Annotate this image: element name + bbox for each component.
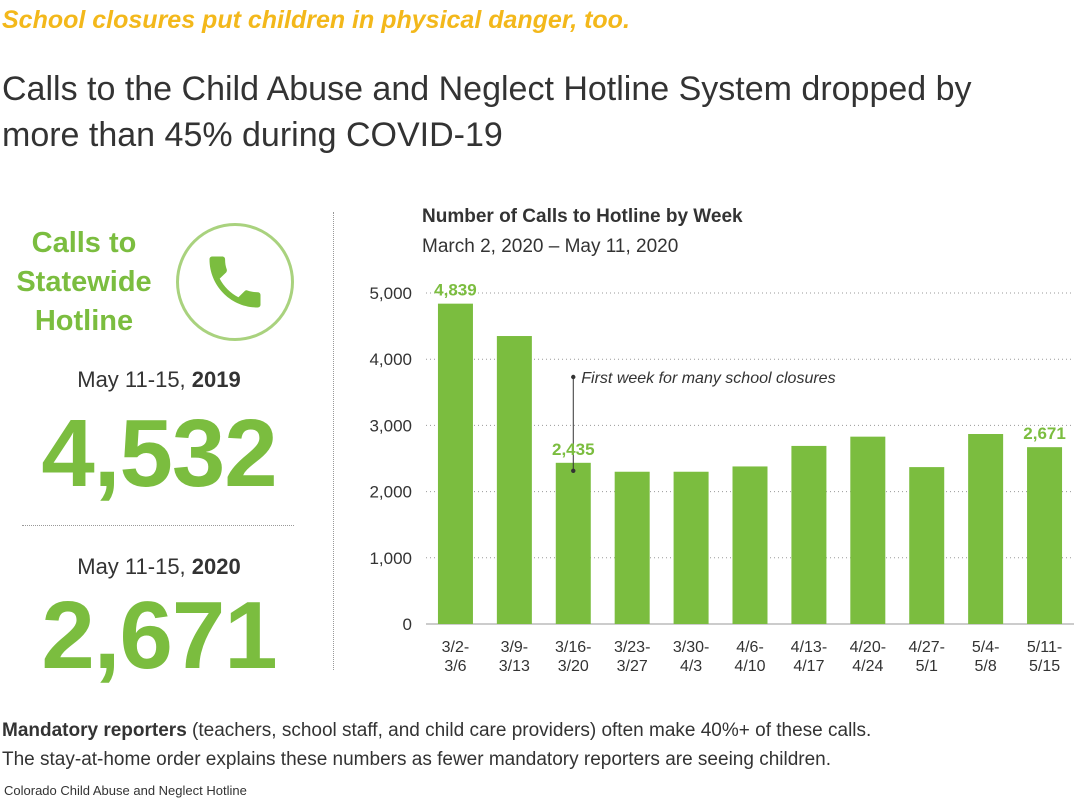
data-label: 2,671 bbox=[1023, 424, 1066, 443]
y-tick-label: 5,000 bbox=[369, 284, 412, 303]
y-tick-label: 3,000 bbox=[369, 416, 412, 435]
panel-title-line: Hotline bbox=[34, 305, 134, 337]
section-divider bbox=[333, 212, 334, 670]
left-panel: Calls to Statewide Hotline May 11-15, 20… bbox=[0, 210, 330, 684]
x-tick-label: 3/30-4/3 bbox=[673, 639, 709, 675]
bar bbox=[555, 462, 591, 624]
comparison-year: 2019 bbox=[191, 367, 241, 392]
x-tick-label: 4/20-4/24 bbox=[850, 639, 886, 675]
data-label: 4,839 bbox=[434, 281, 477, 300]
phone-icon bbox=[176, 223, 294, 341]
data-label: 2,435 bbox=[552, 440, 595, 459]
x-tick-label: 3/16-3/20 bbox=[555, 639, 591, 675]
comparison-2020-value: 2,671 bbox=[41, 582, 277, 689]
bar bbox=[614, 471, 650, 624]
panel-divider bbox=[22, 525, 294, 526]
bar bbox=[496, 336, 532, 624]
phone-icon-glyph bbox=[209, 256, 261, 308]
bar bbox=[968, 434, 1004, 624]
footnote-bold: Mandatory reporters bbox=[2, 720, 187, 741]
bar bbox=[791, 445, 827, 624]
bar bbox=[673, 471, 709, 624]
x-tick-label: 5/11-5/15 bbox=[1027, 639, 1062, 675]
x-tick-label: 5/4-5/8 bbox=[972, 639, 1000, 675]
panel-title: Calls to Statewide Hotline bbox=[0, 224, 168, 341]
x-tick-label: 3/23-3/27 bbox=[614, 639, 650, 675]
headline: Calls to the Child Abuse and Neglect Hot… bbox=[2, 70, 972, 154]
x-tick-label: 4/6-4/10 bbox=[734, 639, 765, 675]
y-tick-label: 2,000 bbox=[369, 483, 412, 502]
bar bbox=[1027, 447, 1063, 624]
bar bbox=[909, 467, 945, 624]
annotation-dot bbox=[571, 374, 576, 380]
panel-title-line: Statewide bbox=[16, 266, 152, 298]
y-tick-label: 0 bbox=[403, 615, 412, 634]
comparison-2019-label: May 11-15, 2019 bbox=[0, 367, 318, 393]
footnote: Mandatory reporters (teachers, school st… bbox=[2, 716, 1072, 774]
bar bbox=[850, 436, 886, 624]
x-tick-label: 3/9-3/13 bbox=[499, 639, 530, 675]
footnote-line2: The stay-at-home order explains these nu… bbox=[2, 749, 832, 770]
source: Colorado Child Abuse and Neglect Hotline bbox=[4, 783, 247, 798]
panel-title-line: Calls to bbox=[31, 227, 137, 259]
footnote-line1: (teachers, school staff, and child care … bbox=[186, 720, 872, 741]
x-tick-label: 4/13-4/17 bbox=[791, 639, 827, 675]
bar bbox=[437, 303, 473, 624]
comparison-2019-value: 4,532 bbox=[41, 400, 277, 507]
annotation-dot bbox=[571, 468, 576, 474]
x-tick-label: 3/2-3/6 bbox=[442, 639, 470, 675]
bar-chart: 0 1,000 2,000 3,000 4,000 5,000 3/2-3/6 3/9-3/1… bbox=[369, 281, 1074, 675]
comparison-period: May 11-15, bbox=[77, 554, 192, 579]
bar bbox=[732, 466, 768, 624]
kicker: School closures put children in physical… bbox=[2, 6, 630, 34]
x-tick-label: 4/27-5/1 bbox=[908, 639, 944, 675]
chart-title: Number of Calls to Hotline by Week bbox=[422, 206, 743, 227]
chart-subtitle: March 2, 2020 – May 11, 2020 bbox=[422, 236, 679, 257]
y-tick-label: 1,000 bbox=[369, 549, 412, 568]
comparison-year: 2020 bbox=[191, 554, 241, 579]
comparison-2020-label: May 11-15, 2020 bbox=[0, 554, 318, 580]
y-tick-label: 4,000 bbox=[369, 350, 412, 369]
annotation-label: First week for many school closures bbox=[581, 370, 835, 387]
comparison-period: May 11-15, bbox=[77, 367, 192, 392]
